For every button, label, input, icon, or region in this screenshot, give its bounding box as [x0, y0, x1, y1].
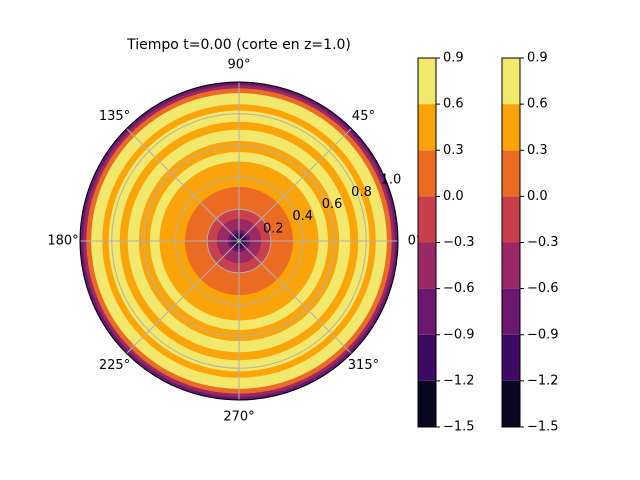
colorbar-2: −1.5 −1.2 −0.9 −0.6 −0.3 0.0 0.3 0.6 0.9	[501, 51, 559, 435]
colorbar-2-tick-label-0: −1.5	[527, 420, 559, 435]
colorbar-2-tick-label-2: −0.9	[527, 327, 559, 342]
colorbar-1-segment-4	[418, 196, 436, 243]
colorbar-2-segment-1	[502, 334, 520, 381]
theta-grid-line-5	[126, 240, 240, 354]
colorbar-1-tick-label-3: −0.6	[443, 281, 475, 296]
colorbar-1-tick-label-8: 0.9	[443, 51, 464, 66]
colorbar-2-tick-label-1: −1.2	[527, 373, 559, 388]
colorbar-2-segment-3	[502, 242, 520, 289]
polar-grid	[79, 81, 399, 401]
colorbar-2-tick-label-7: 0.6	[527, 97, 548, 112]
r-tick-label-2: 0.6	[322, 197, 343, 212]
theta-grid-line-7	[238, 240, 352, 354]
r-tick-label-1: 0.4	[292, 209, 313, 224]
colorbar-1-segment-2	[418, 288, 436, 335]
colorbar-1-segment-0	[418, 380, 436, 427]
theta-tick-label-6: 270°	[223, 410, 254, 425]
colorbar-2-segment-7	[502, 58, 520, 105]
colorbar-1-segment-3	[418, 242, 436, 289]
colorbar-2-tick-label-5: 0.0	[527, 189, 548, 204]
polar-frame	[79, 81, 399, 401]
theta-grid-line-3	[126, 128, 240, 242]
theta-tick-label-3: 135°	[99, 109, 130, 124]
r-tick-label-4: 1.0	[381, 173, 402, 188]
colorbar-2-segment-0	[502, 380, 520, 427]
colorbar-1-tick-label-0: −1.5	[443, 420, 475, 435]
colorbar-2-segment-5	[502, 150, 520, 197]
colorbar-1-segment-5	[418, 150, 436, 197]
theta-grid-line-1	[238, 128, 352, 242]
colorbar-1-tick-label-4: −0.3	[443, 235, 475, 250]
r-tick-label-3: 0.8	[351, 185, 372, 200]
colorbar-1-tick-label-6: 0.3	[443, 143, 464, 158]
colorbar-1-segment-7	[418, 58, 436, 105]
colorbar-1-tick-label-7: 0.6	[443, 97, 464, 112]
colorbar-2-tick-label-3: −0.6	[527, 281, 559, 296]
colorbar-2-segment-6	[502, 104, 520, 151]
colorbar-2-tick-label-6: 0.3	[527, 143, 548, 158]
radial-tick-labels: 0.2 0.4 0.6 0.8 1.0	[263, 173, 401, 237]
theta-tick-label-4: 180°	[47, 234, 78, 249]
colorbar-2-segment-4	[502, 196, 520, 243]
chart-title: Tiempo t=0.00 (corte en z=1.0)	[126, 37, 351, 53]
colorbar-1-tick-label-5: 0.0	[443, 189, 464, 204]
theta-tick-label-5: 225°	[99, 358, 130, 373]
theta-tick-labels: 0°45°90°135°180°225°270°315°	[47, 58, 422, 425]
theta-tick-label-2: 90°	[227, 58, 250, 73]
colorbar-2-segment-2	[502, 288, 520, 335]
colorbar-2-tick-label-4: −0.3	[527, 235, 559, 250]
theta-tick-label-1: 45°	[352, 109, 375, 124]
colorbar-1-tick-label-1: −1.2	[443, 373, 475, 388]
colorbar-1: −1.5 −1.2 −0.9 −0.6 −0.3 0.0 0.3 0.6 0.9	[417, 51, 475, 435]
r-tick-label-0: 0.2	[263, 221, 284, 236]
colorbar-1-segment-6	[418, 104, 436, 151]
colorbar-2-tick-label-8: 0.9	[527, 51, 548, 66]
theta-tick-label-7: 315°	[348, 358, 379, 373]
colorbar-1-segment-1	[418, 334, 436, 381]
colorbar-1-tick-label-2: −0.9	[443, 327, 475, 342]
